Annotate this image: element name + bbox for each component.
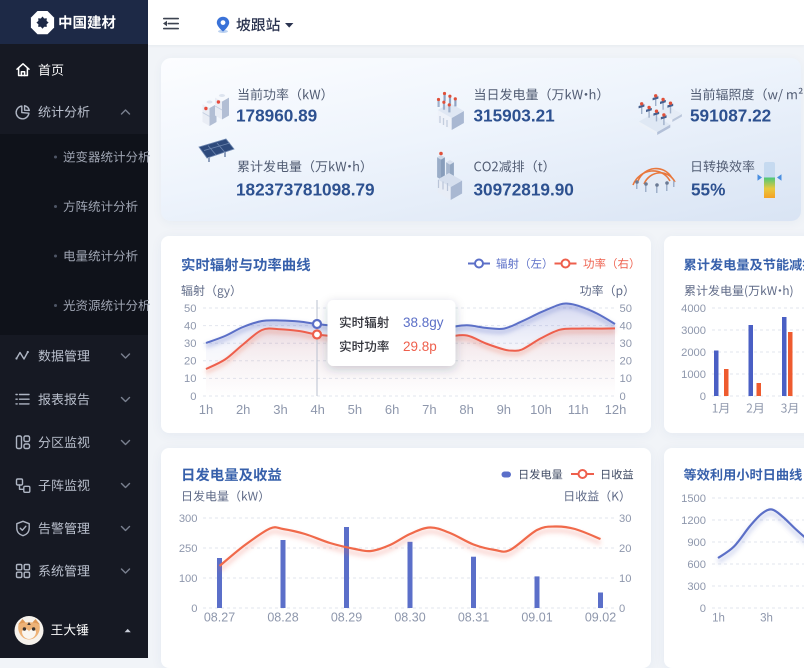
svg-text:30: 30	[184, 338, 196, 350]
svg-text:3h: 3h	[760, 613, 773, 625]
svg-text:10: 10	[184, 373, 196, 385]
svg-text:0: 0	[620, 391, 626, 403]
svg-text:1h: 1h	[199, 402, 213, 417]
svg-text:4000: 4000	[681, 303, 706, 315]
svg-text:1200: 1200	[681, 515, 706, 527]
svg-text:0: 0	[700, 391, 706, 403]
svg-text:3h: 3h	[273, 402, 287, 417]
svg-text:0: 0	[700, 603, 706, 615]
svg-text:0: 0	[190, 391, 196, 403]
svg-text:1h: 1h	[712, 613, 725, 625]
svg-text:10: 10	[619, 573, 631, 585]
svg-text:250: 250	[179, 543, 198, 555]
svg-text:182373781098.79: 182373781098.79	[236, 179, 375, 199]
svg-text:6h: 6h	[385, 402, 399, 417]
svg-text:10: 10	[620, 373, 632, 385]
svg-text:178960.89: 178960.89	[236, 106, 317, 126]
svg-text:08.28: 08.28	[267, 611, 298, 625]
svg-text:12h: 12h	[605, 402, 627, 417]
svg-text:300: 300	[687, 581, 706, 593]
svg-text:30972819.90: 30972819.90	[474, 179, 574, 199]
svg-text:10h: 10h	[530, 402, 552, 417]
svg-text:600: 600	[687, 559, 706, 571]
svg-text:315903.21: 315903.21	[474, 106, 556, 126]
svg-text:300: 300	[179, 513, 198, 525]
svg-text:09.01: 09.01	[521, 611, 552, 625]
svg-text:5h: 5h	[348, 402, 362, 417]
svg-text:38.8gy: 38.8gy	[403, 315, 444, 330]
svg-text:8h: 8h	[459, 402, 473, 417]
svg-text:30: 30	[620, 338, 632, 350]
svg-text:29.8p: 29.8p	[403, 339, 437, 354]
svg-text:591087.22: 591087.22	[690, 106, 771, 126]
svg-text:1500: 1500	[681, 493, 706, 505]
svg-text:40: 40	[184, 320, 196, 332]
svg-text:08.29: 08.29	[331, 611, 362, 625]
svg-text:20: 20	[620, 356, 632, 368]
svg-text:3000: 3000	[681, 325, 706, 337]
svg-text:09.02: 09.02	[585, 611, 616, 625]
svg-text:20: 20	[619, 543, 631, 555]
svg-text:50: 50	[184, 303, 196, 315]
svg-text:08.27: 08.27	[204, 611, 235, 625]
svg-text:08.31: 08.31	[458, 611, 489, 625]
svg-text:08.30: 08.30	[394, 611, 425, 625]
svg-text:7h: 7h	[422, 402, 436, 417]
svg-text:2000: 2000	[681, 347, 706, 359]
svg-text:900: 900	[687, 537, 706, 549]
svg-text:0: 0	[191, 603, 197, 615]
svg-text:0: 0	[619, 603, 625, 615]
svg-text:20: 20	[184, 356, 196, 368]
svg-text:2h: 2h	[236, 402, 250, 417]
svg-text:100: 100	[179, 573, 198, 585]
svg-text:9h: 9h	[497, 402, 511, 417]
svg-text:55%: 55%	[691, 179, 725, 199]
svg-text:11h: 11h	[568, 402, 589, 417]
svg-text:1000: 1000	[681, 369, 706, 381]
svg-text:4h: 4h	[310, 402, 324, 417]
svg-text:40: 40	[620, 320, 632, 332]
svg-text:50: 50	[620, 303, 632, 315]
svg-text:30: 30	[619, 513, 631, 525]
